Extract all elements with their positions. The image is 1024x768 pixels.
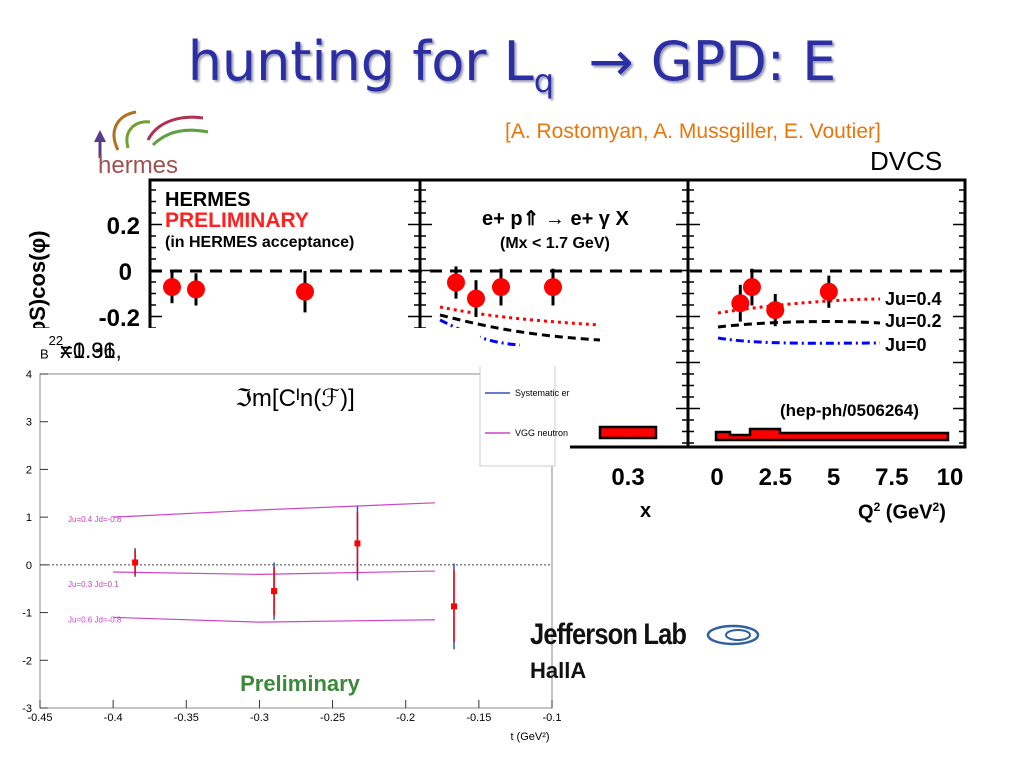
vgg-curve xyxy=(113,502,435,518)
kinematics-label: xB=0.36, Q2=1.91 GeV2 xyxy=(20,328,480,389)
title-rest: → GPD: E xyxy=(588,30,837,93)
data-point xyxy=(132,559,139,566)
jlab-title: ℑm[Cᴵn(ℱ)] xyxy=(235,385,355,412)
curve-ju04 xyxy=(439,305,601,327)
x-tick-label: -0.4 xyxy=(104,712,123,724)
curve-ju0 xyxy=(717,336,881,345)
x-tick-label: 10 xyxy=(937,464,964,491)
curve-label: Ju=0.6 Jd=-0.8 xyxy=(68,615,122,624)
x-tick-label: -0.1 xyxy=(543,712,562,724)
systematic-band xyxy=(714,427,950,442)
preliminary-watermark: Preliminary xyxy=(240,671,361,696)
x-tick-label: 7.5 xyxy=(875,464,908,491)
curve-label: Ju=0.3 Jd=0.1 xyxy=(68,580,119,589)
hermes-logo-icon xyxy=(94,110,209,158)
curve-ju02 xyxy=(439,313,601,342)
y-tick-label: -1 xyxy=(22,608,32,620)
legend-Ju-0: Ju=0 xyxy=(885,335,927,355)
hall-a-label: HallA xyxy=(530,658,587,683)
y-tick-label: 3 xyxy=(26,417,32,429)
hermes-title: HERMES xyxy=(165,189,251,211)
jefferson-lab-swirl-icon xyxy=(706,624,760,646)
systematic-band xyxy=(598,425,658,440)
x-tick-label: 5 xyxy=(827,464,840,491)
title-main: hunting for L xyxy=(187,30,534,93)
data-point xyxy=(819,282,838,301)
hermes-note: (in HERMES acceptance) xyxy=(165,234,354,251)
x-tick-label: -0.45 xyxy=(27,712,52,724)
legend-box xyxy=(479,366,556,467)
data-point xyxy=(296,282,314,301)
y-tick-label: -0.2 xyxy=(99,305,140,332)
authors: [A. Rostomyan, A. Mussgiller, E. Voutier… xyxy=(505,120,881,143)
vgg-curve xyxy=(113,570,435,576)
x-tick-label: 0 xyxy=(710,464,723,491)
data-point xyxy=(354,540,361,547)
y-tick-label: -2 xyxy=(22,655,32,667)
vgg-curve xyxy=(113,616,435,623)
mx-cut-label: (Mx < 1.7 GeV) xyxy=(500,235,610,252)
curve-label: Ju=0.4 Jd=-0.8 xyxy=(68,515,122,524)
data-point xyxy=(187,280,205,299)
y-tick-label: 0.2 xyxy=(107,213,140,240)
y-tick-label: 0 xyxy=(26,560,32,572)
data-point xyxy=(447,273,465,292)
data-point xyxy=(163,278,181,297)
y-tick-label: 2 xyxy=(26,464,32,476)
x-tick-label: 2.5 xyxy=(759,464,792,491)
x-tick-label: -0.3 xyxy=(250,712,269,724)
x-tick-label: -0.25 xyxy=(320,712,345,724)
data-point xyxy=(544,278,562,297)
x-tick-label: 0.3 xyxy=(611,464,644,491)
y-tick-label: -3 xyxy=(22,703,32,715)
data-point xyxy=(467,289,485,308)
data-point xyxy=(450,603,457,610)
slide-title: hunting for Lq → GPD: E xyxy=(0,30,1024,100)
x-tick-label: -0.2 xyxy=(396,712,415,724)
legend-label: VGG neutron twist-2 xyxy=(515,428,570,438)
hermes-q2-label: Q2 (GeV2) xyxy=(858,500,946,524)
x-axis-label: t (GeV²) xyxy=(510,731,549,743)
title-subscript: q xyxy=(533,61,555,100)
data-point xyxy=(742,278,761,297)
jlab-background xyxy=(0,366,570,758)
hermes-preliminary: PRELIMINARY xyxy=(165,209,309,232)
x-tick-label: -0.15 xyxy=(466,712,491,724)
legend-Ju-0-2: Ju=0.2 xyxy=(885,311,942,331)
legend-label: Systematic errors xyxy=(515,388,570,398)
data-point xyxy=(731,294,750,313)
x-tick-label: -0.35 xyxy=(174,712,199,724)
y-tick-label: 1 xyxy=(26,512,32,524)
y-tick-label: 0 xyxy=(119,259,132,286)
hermes-logo-text: hermes xyxy=(98,152,179,179)
data-point xyxy=(492,278,510,297)
y-tick-label: 4 xyxy=(26,369,32,381)
legend-Ju-0-4: Ju=0.4 xyxy=(885,289,942,309)
dvcs-label: DVCS xyxy=(870,146,943,176)
data-point xyxy=(766,301,785,320)
data-point xyxy=(271,588,278,595)
jefferson-lab-logo: Jefferson Lab xyxy=(530,618,687,651)
curve-ju0 xyxy=(439,318,521,347)
jlab-plot: 4 3 2 1 0 -1 -2 -3-0.45 -0.4 -0.35 -0.3 -0.25 -0.2 -0… xyxy=(0,366,570,758)
reference-label: (hep-ph/0506264) xyxy=(780,401,919,420)
hermes-x-label: x xyxy=(640,500,652,522)
jlab-frame xyxy=(39,373,553,709)
reaction-label: e+ p⇑ → e+ γ X xyxy=(482,208,629,230)
curve-ju02 xyxy=(717,320,881,329)
